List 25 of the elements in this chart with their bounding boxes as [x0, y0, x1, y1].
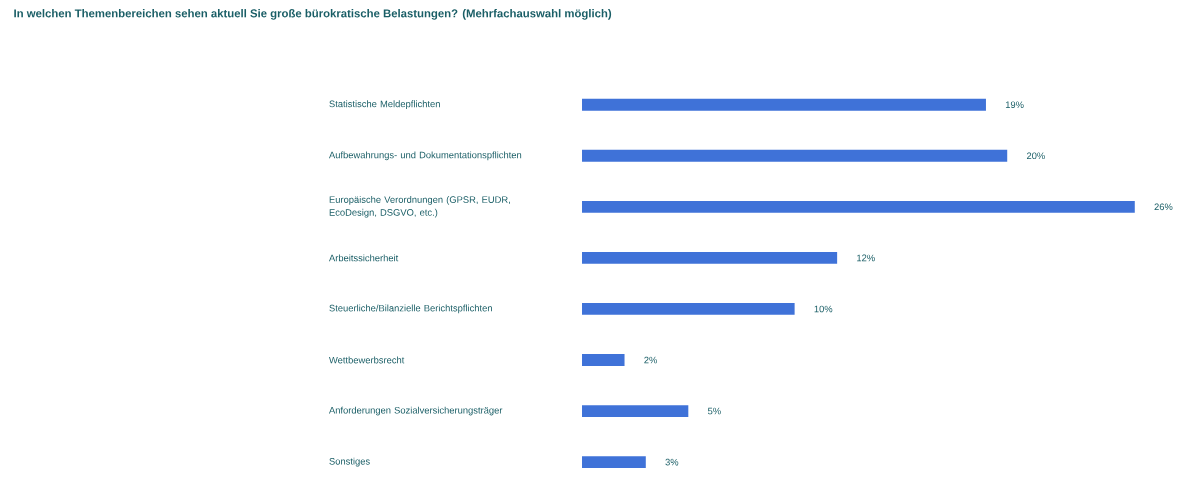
bar: [582, 303, 795, 316]
y-tick-label: Wettbewerbsrecht: [329, 356, 405, 364]
data-label: 5%: [707, 407, 721, 415]
text: In welchen Themenbereichen sehen aktuell Sie große bürokratische Belastungen? (Mehrfachauswahl möglich): [14, 9, 612, 20]
data-label: 12%: [857, 254, 875, 262]
y-tick-label: Aufbewahrungs- und Dokumentationspflichten: [328, 151, 522, 161]
y-tick-label: Statistische Meldepflichten: [329, 100, 440, 110]
y-tick-label: Anforderungen Sozialversicherungsträger: [328, 406, 503, 416]
data-label: 20%: [1026, 152, 1045, 160]
data-label: 10%: [814, 305, 833, 313]
y-tick-label: Steuerliche/Bilanzielle Berichtspflichten: [329, 304, 492, 314]
bar: [582, 252, 838, 264]
data-label: 19%: [1005, 101, 1024, 109]
data-label: 26%: [1154, 203, 1173, 211]
bar: [582, 456, 646, 469]
bar: [582, 98, 986, 111]
y-tick-label: Europäische Verordnungen (GPSR, EUDR, EcoDesign, DSGVO, etc.): [329, 196, 510, 218]
y-tick-label: Arbeitssicherheit: [328, 254, 399, 262]
bar: [582, 201, 1135, 213]
data-label: 3%: [665, 458, 679, 466]
bar: [582, 405, 689, 418]
bar: [582, 150, 1008, 162]
data-label: 2%: [644, 356, 658, 364]
y-tick-label: Sonstiges: [329, 457, 370, 467]
bar: [582, 354, 625, 367]
